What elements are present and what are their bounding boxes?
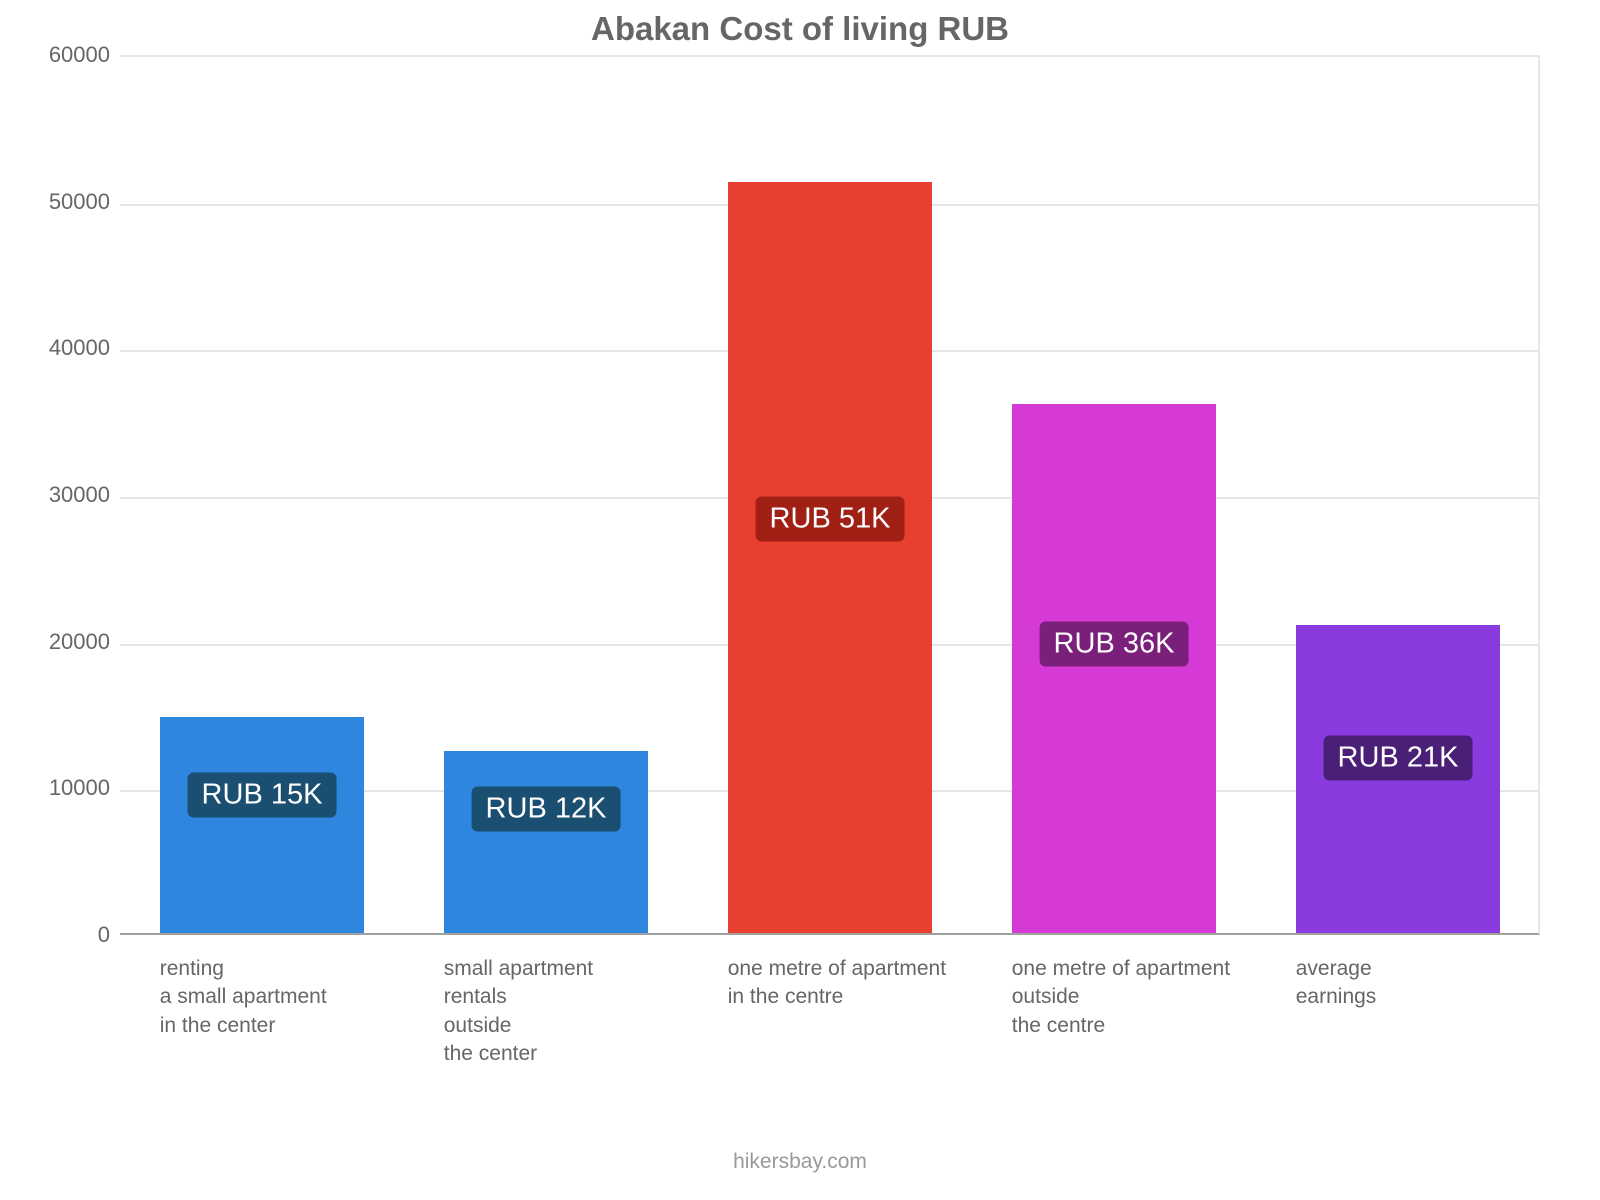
bar-value-label: RUB 15K [188, 772, 337, 817]
bar [160, 717, 364, 933]
bar-value-label: RUB 12K [472, 787, 621, 832]
y-tick-label: 20000 [30, 629, 110, 655]
y-tick-label: 60000 [30, 42, 110, 68]
chart-footer: hikersbay.com [0, 1150, 1600, 1174]
x-tick-label: one metre of apartment outside the centr… [1012, 955, 1230, 1040]
y-tick-label: 30000 [30, 482, 110, 508]
plot-area: RUB 15K RUB 12K RUB 51K RUB 36K RUB 21K [120, 55, 1540, 935]
bar-value-label: RUB 51K [756, 497, 905, 542]
bar [728, 182, 932, 933]
x-tick-label: one metre of apartment in the centre [728, 955, 946, 1012]
y-tick-label: 10000 [30, 775, 110, 801]
x-tick-label: average earnings [1296, 955, 1377, 1012]
chart-title: Abakan Cost of living RUB [0, 10, 1600, 48]
bar-value-label: RUB 36K [1040, 621, 1189, 666]
y-tick-label: 0 [30, 922, 110, 948]
x-tick-label: small apartment rentals outside the cent… [444, 955, 593, 1068]
y-tick-label: 50000 [30, 189, 110, 215]
chart-container: Abakan Cost of living RUB RUB 15K RUB 12K… [0, 0, 1600, 1200]
y-tick-label: 40000 [30, 335, 110, 361]
bar [1012, 404, 1216, 933]
bar [444, 751, 648, 933]
x-tick-label: renting a small apartment in the center [160, 955, 327, 1040]
bar-value-label: RUB 21K [1324, 736, 1473, 781]
